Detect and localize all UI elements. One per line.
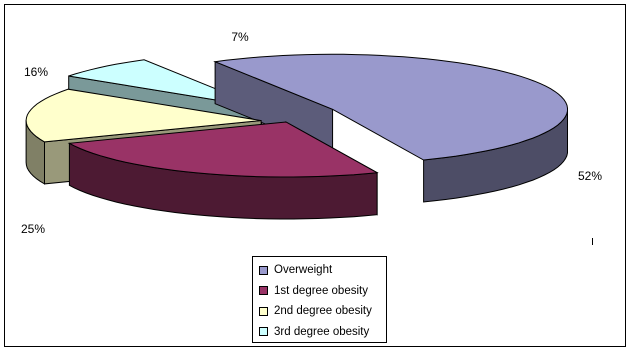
data-label-overweight: 52% [578,169,602,183]
legend-item-overweight: Overweight [259,260,386,281]
legend-label-1st-degree-obesity: 1st degree obesity [274,284,368,297]
data-label-1st-degree-obesity: 25% [21,222,45,236]
pie-slice-top-2nd-degree-obesity [25,88,262,143]
pie-slice-top-overweight [213,53,568,161]
legend-item-3rd-degree-obesity: 3rd degree obesity [259,322,386,343]
data-label-3rd-degree-obesity: 7% [231,30,249,44]
legend-swatch-1st-degree-obesity [259,286,268,296]
legend-item-1st-degree-obesity: 1st degree obesity [259,281,386,302]
legend-label-3rd-degree-obesity: 3rd degree obesity [274,325,370,338]
legend: Overweight 1st degree obesity 2nd degree… [252,256,387,343]
legend-swatch-3rd-degree-obesity [259,327,268,337]
pie-slice-top-1st-degree-obesity [67,121,379,178]
legend-item-2nd-degree-obesity: 2nd degree obesity [259,301,386,322]
stray-tick-mark [592,238,593,245]
legend-swatch-overweight [259,265,268,275]
pie-slice-top-3rd-degree-obesity [68,59,262,108]
pie-slice-1st-degree-obesity [67,121,379,220]
pie-slice-overweight [213,53,568,203]
legend-label-overweight: Overweight [274,264,333,277]
data-label-2nd-degree-obesity: 16% [24,65,48,79]
legend-swatch-2nd-degree-obesity [259,306,268,316]
legend-label-2nd-degree-obesity: 2nd degree obesity [274,305,372,318]
